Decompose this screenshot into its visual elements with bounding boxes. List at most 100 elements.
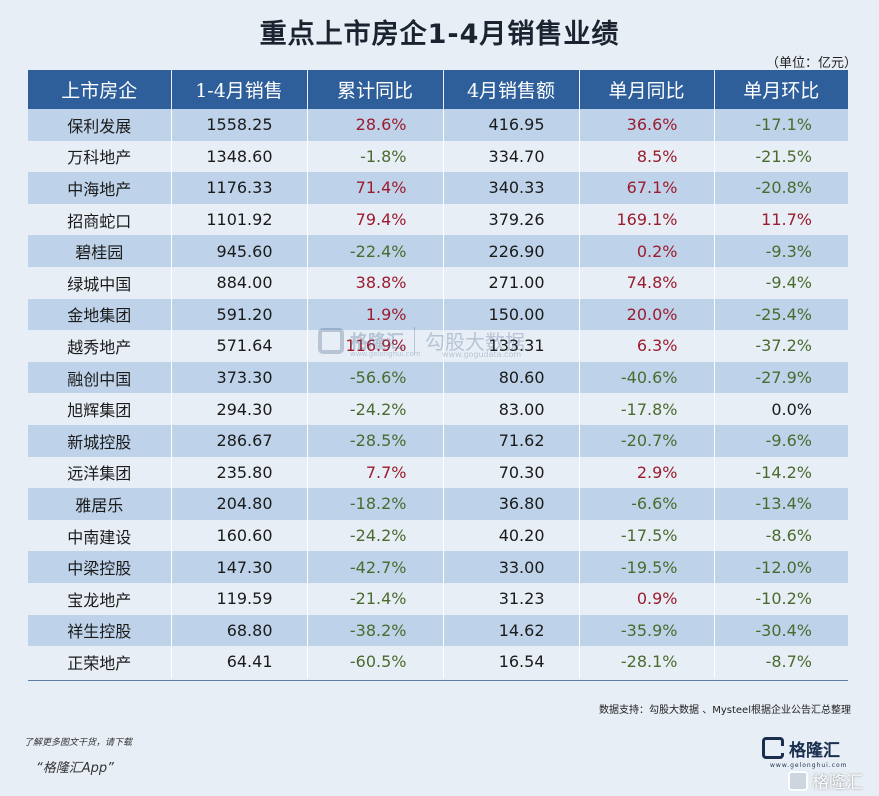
company-cell: 新城控股 bbox=[28, 424, 172, 457]
percent-cell: 7.7% bbox=[307, 456, 444, 489]
percent-cell: -42.7% bbox=[307, 551, 444, 583]
percent-cell: -27.9% bbox=[714, 361, 848, 394]
value-cell: 226.90 bbox=[443, 235, 580, 267]
percent-cell: -20.8% bbox=[714, 172, 848, 204]
percent-cell: 11.7% bbox=[714, 203, 848, 236]
percent-cell: -1.8% bbox=[307, 140, 444, 173]
percent-cell: -8.6% bbox=[714, 519, 848, 552]
company-cell: 宝龙地产 bbox=[28, 582, 172, 615]
table-body: 保利发展 1558.25 28.6% 416.95 36.6% -17.1% 万科地产 134… bbox=[28, 109, 848, 678]
company-cell: 越秀地产 bbox=[28, 330, 172, 362]
percent-cell: -14.2% bbox=[714, 456, 848, 489]
percent-cell: -9.6% bbox=[714, 424, 848, 457]
value-cell: 31.23 bbox=[443, 582, 580, 615]
percent-cell: -37.2% bbox=[714, 330, 848, 362]
bottom-watermark: 格隆汇 bbox=[788, 768, 863, 793]
table-row: 中南建设 160.60 -24.2% 40.20 -17.5% -8.6% bbox=[28, 519, 848, 552]
value-cell: 294.30 bbox=[171, 393, 308, 425]
percent-cell: -25.4% bbox=[714, 298, 848, 331]
company-cell: 中梁控股 bbox=[28, 551, 172, 583]
percent-cell: 169.1% bbox=[579, 203, 715, 236]
table-row: 宝龙地产 119.59 -21.4% 31.23 0.9% -10.2% bbox=[28, 582, 848, 615]
value-cell: 33.00 bbox=[443, 551, 580, 583]
value-cell: 64.41 bbox=[171, 646, 308, 678]
brand-name: 格隆汇 bbox=[789, 740, 840, 761]
percent-cell: -56.6% bbox=[307, 361, 444, 394]
value-cell: 1101.92 bbox=[171, 203, 308, 236]
table-row: 绿城中国 884.00 38.8% 271.00 74.8% -9.4% bbox=[28, 266, 848, 299]
percent-cell: -17.8% bbox=[579, 393, 715, 425]
percent-cell: -40.6% bbox=[579, 361, 715, 394]
percent-cell: 116.9% bbox=[307, 330, 444, 362]
percent-cell: 0.2% bbox=[579, 235, 715, 267]
percent-cell: 1.9% bbox=[307, 298, 444, 331]
percent-cell: -9.3% bbox=[714, 235, 848, 267]
percent-cell: -21.4% bbox=[307, 582, 444, 615]
value-cell: 16.54 bbox=[443, 646, 580, 678]
table-row: 融创中国 373.30 -56.6% 80.60 -40.6% -27.9% bbox=[28, 361, 848, 394]
header-company: 上市房企 bbox=[28, 70, 172, 109]
percent-cell: -9.4% bbox=[714, 266, 848, 299]
header-monthly-mom: 单月环比 bbox=[714, 70, 848, 109]
value-cell: 1558.25 bbox=[171, 109, 308, 141]
percent-cell: -28.1% bbox=[579, 646, 715, 678]
company-cell: 雅居乐 bbox=[28, 488, 172, 520]
table-row: 旭辉集团 294.30 -24.2% 83.00 -17.8% 0.0% bbox=[28, 393, 848, 425]
percent-cell: 6.3% bbox=[579, 330, 715, 362]
value-cell: 271.00 bbox=[443, 266, 580, 299]
percent-cell: 74.8% bbox=[579, 266, 715, 299]
percent-cell: -17.1% bbox=[714, 109, 848, 141]
percent-cell: -8.7% bbox=[714, 646, 848, 678]
percent-cell: 2.9% bbox=[579, 456, 715, 489]
value-cell: 379.26 bbox=[443, 203, 580, 236]
percent-cell: 67.1% bbox=[579, 172, 715, 204]
percent-cell: -30.4% bbox=[714, 614, 848, 647]
percent-cell: -22.4% bbox=[307, 235, 444, 267]
sales-table: 上市房企 1-4月销售 累计同比 4月销售额 单月同比 单月环比 保利发展 155… bbox=[28, 70, 848, 678]
table-row: 正荣地产 64.41 -60.5% 16.54 -28.1% -8.7% bbox=[28, 646, 848, 678]
gelonghui-watermark-icon bbox=[788, 770, 808, 791]
percent-cell: 0.9% bbox=[579, 582, 715, 615]
percent-cell: 8.5% bbox=[579, 140, 715, 173]
value-cell: 70.30 bbox=[443, 456, 580, 489]
table-row: 金地集团 591.20 1.9% 150.00 20.0% -25.4% bbox=[28, 298, 848, 331]
table-row: 越秀地产 571.64 116.9% 133.31 6.3% -37.2% bbox=[28, 330, 848, 362]
value-cell: 1176.33 bbox=[171, 172, 308, 204]
percent-cell: -18.2% bbox=[307, 488, 444, 520]
footer-note: 了解更多图文干货，请下载 bbox=[24, 738, 133, 748]
percent-cell: -24.2% bbox=[307, 393, 444, 425]
value-cell: 36.80 bbox=[443, 488, 580, 520]
company-cell: 祥生控股 bbox=[28, 614, 172, 647]
value-cell: 286.67 bbox=[171, 424, 308, 457]
table-header-row: 上市房企 1-4月销售 累计同比 4月销售额 单月同比 单月环比 bbox=[28, 70, 848, 109]
header-monthly-yoy: 单月同比 bbox=[579, 70, 715, 109]
unit-label: （单位：亿元） bbox=[765, 56, 857, 71]
percent-cell: 0.0% bbox=[714, 393, 848, 425]
table-row: 新城控股 286.67 -28.5% 71.62 -20.7% -9.6% bbox=[28, 424, 848, 457]
table-row: 招商蛇口 1101.92 79.4% 379.26 169.1% 11.7% bbox=[28, 203, 848, 236]
table-row: 保利发展 1558.25 28.6% 416.95 36.6% -17.1% bbox=[28, 109, 848, 141]
value-cell: 14.62 bbox=[443, 614, 580, 647]
percent-cell: 38.8% bbox=[307, 266, 444, 299]
percent-cell: -28.5% bbox=[307, 424, 444, 457]
value-cell: 147.30 bbox=[171, 551, 308, 583]
company-cell: 远洋集团 bbox=[28, 456, 172, 489]
company-cell: 绿城中国 bbox=[28, 266, 172, 299]
bottom-watermark-name: 格隆汇 bbox=[812, 773, 863, 793]
table-row: 碧桂园 945.60 -22.4% 226.90 0.2% -9.3% bbox=[28, 235, 848, 267]
table-bottom-rule bbox=[28, 680, 848, 681]
value-cell: 591.20 bbox=[171, 298, 308, 331]
value-cell: 83.00 bbox=[443, 393, 580, 425]
value-cell: 204.80 bbox=[171, 488, 308, 520]
company-cell: 万科地产 bbox=[28, 140, 172, 173]
company-cell: 金地集团 bbox=[28, 298, 172, 331]
percent-cell: 28.6% bbox=[307, 109, 444, 141]
value-cell: 235.80 bbox=[171, 456, 308, 489]
percent-cell: -35.9% bbox=[579, 614, 715, 647]
table-row: 中海地产 1176.33 71.4% 340.33 67.1% -20.8% bbox=[28, 172, 848, 204]
value-cell: 40.20 bbox=[443, 519, 580, 552]
percent-cell: -20.7% bbox=[579, 424, 715, 457]
value-cell: 71.62 bbox=[443, 424, 580, 457]
value-cell: 1348.60 bbox=[171, 140, 308, 173]
footer-app-name: “格隆汇App” bbox=[36, 761, 114, 776]
